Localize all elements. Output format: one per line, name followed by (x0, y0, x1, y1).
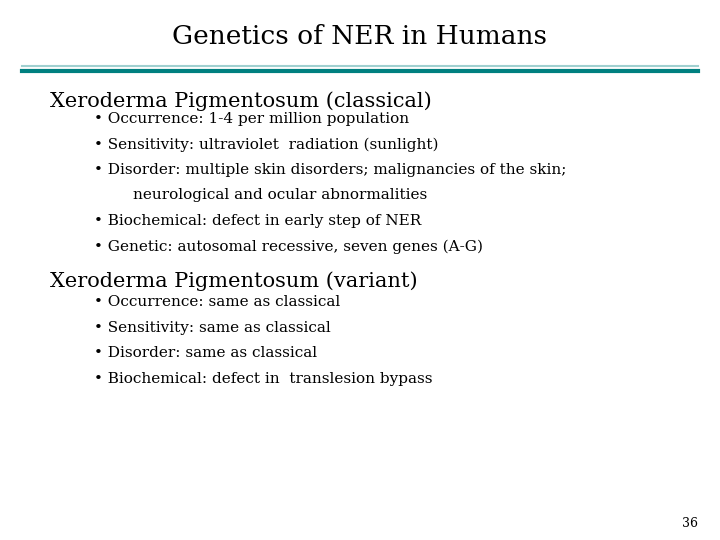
Text: 36: 36 (683, 517, 698, 530)
Text: • Sensitivity: same as classical: • Sensitivity: same as classical (94, 321, 330, 335)
Text: • Occurrence: same as classical: • Occurrence: same as classical (94, 295, 340, 309)
Text: Genetics of NER in Humans: Genetics of NER in Humans (173, 24, 547, 49)
Text: • Biochemical: defect in early step of NER: • Biochemical: defect in early step of N… (94, 214, 421, 228)
Text: Xeroderma Pigmentosum (variant): Xeroderma Pigmentosum (variant) (50, 271, 418, 291)
Text: • Biochemical: defect in  translesion bypass: • Biochemical: defect in translesion byp… (94, 372, 432, 386)
Text: • Occurrence: 1-4 per million population: • Occurrence: 1-4 per million population (94, 112, 409, 126)
Text: Xeroderma Pigmentosum (classical): Xeroderma Pigmentosum (classical) (50, 92, 432, 111)
Text: • Genetic: autosomal recessive, seven genes (A-G): • Genetic: autosomal recessive, seven ge… (94, 239, 482, 254)
Text: • Disorder: multiple skin disorders; malignancies of the skin;: • Disorder: multiple skin disorders; mal… (94, 163, 566, 177)
Text: • Disorder: same as classical: • Disorder: same as classical (94, 346, 317, 360)
Text: • Sensitivity: ultraviolet  radiation (sunlight): • Sensitivity: ultraviolet radiation (su… (94, 138, 438, 152)
Text: neurological and ocular abnormalities: neurological and ocular abnormalities (94, 188, 427, 202)
